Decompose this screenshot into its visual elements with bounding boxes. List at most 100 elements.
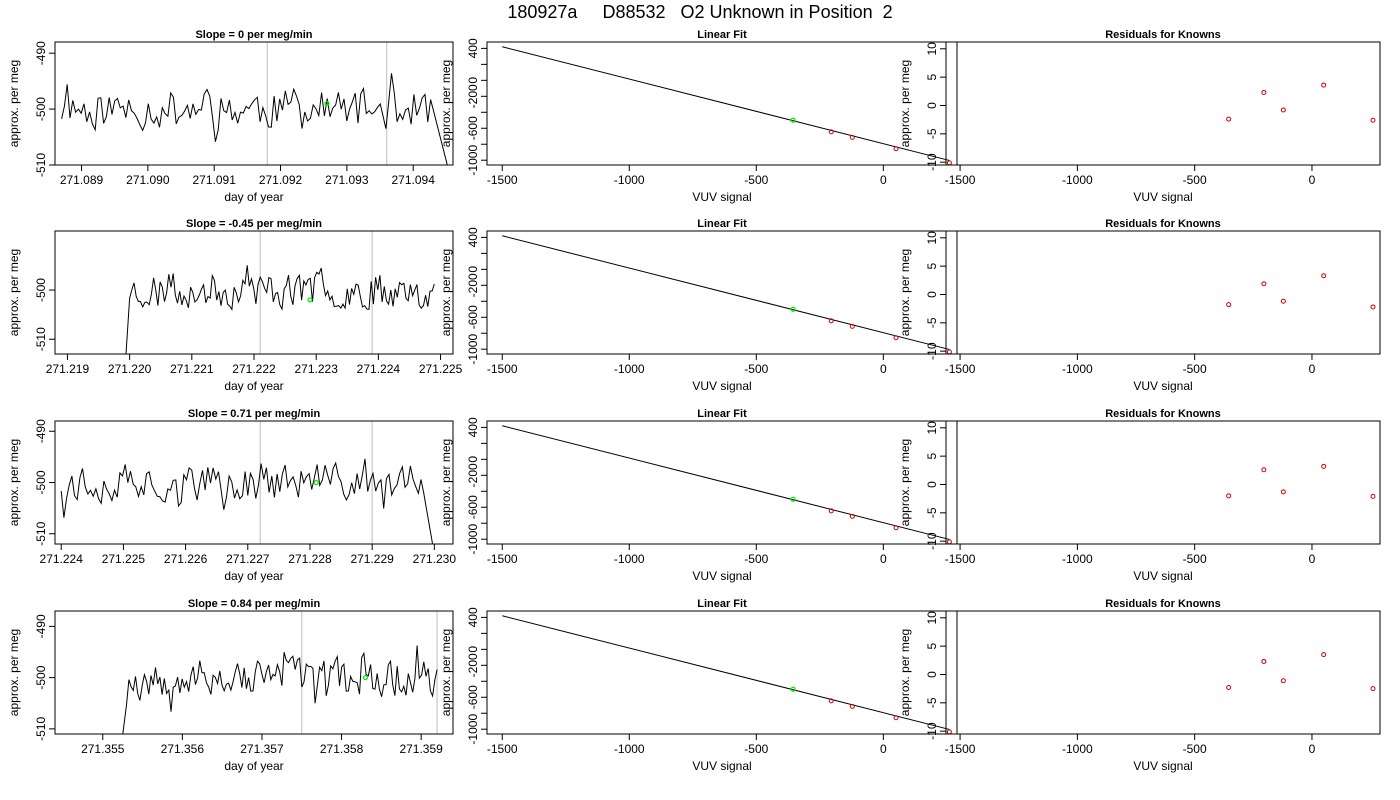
residual-point [1280, 107, 1286, 113]
x-tick-label: 271.092 [259, 173, 303, 187]
x-tick-label: -500 [1183, 552, 1207, 566]
fit-line [502, 235, 950, 350]
residual-point [1261, 467, 1267, 473]
x-tick-label: 271.227 [226, 552, 270, 566]
y-tick-label: -600 [466, 305, 480, 329]
x-tick-label: 271.222 [232, 362, 276, 376]
x-tick-label: -500 [1183, 362, 1207, 376]
x-tick-label: -1500 [487, 173, 518, 187]
unknown-marker [307, 297, 313, 303]
residual-point [1321, 82, 1327, 88]
known-point [828, 318, 834, 324]
residual-point [1370, 117, 1376, 123]
x-axis-label: VUV signal [1133, 569, 1192, 583]
y-axis-label: approx. per meg [898, 629, 912, 716]
y-axis-label: approx. per meg [439, 629, 453, 716]
y-tick-label: 5 [925, 452, 939, 459]
y-tick-label: -200 [466, 273, 480, 297]
unknown-marker [313, 479, 319, 486]
x-tick-label: -1000 [614, 173, 645, 187]
x-tick-label: 271.093 [325, 173, 369, 187]
y-tick-label: 5 [925, 642, 939, 649]
residual-point [1370, 304, 1376, 310]
x-tick-label: -500 [1183, 742, 1207, 756]
x-tick-label: -1000 [614, 742, 645, 756]
residual-point [1280, 298, 1286, 304]
x-tick-label: -500 [744, 552, 768, 566]
x-tick-label: 271.219 [46, 362, 90, 376]
panel-title: Residuals for Knowns [1105, 218, 1221, 230]
x-tick-label: 271.224 [357, 362, 401, 376]
y-tick-label: 0 [466, 456, 480, 463]
x-tick-label: 0 [1309, 362, 1316, 376]
x-tick-label: 0 [880, 362, 887, 376]
y-tick-label: -1000 [466, 145, 480, 176]
panel-title: Slope = 0.71 per meg/min [188, 408, 321, 420]
y-tick-label: 400 [466, 607, 480, 627]
unknown-point [790, 496, 796, 502]
x-tick-label: 271.355 [81, 742, 125, 756]
panel-3-3: Residuals for Knowns -1500 -1000 -500 0 -10 -5… [898, 408, 1381, 583]
y-tick-label: 0 [466, 77, 480, 84]
known-point [893, 335, 899, 341]
panel-title: Slope = 0 per meg/min [195, 29, 312, 41]
x-tick-label: -500 [744, 362, 768, 376]
residual-point [1226, 302, 1232, 308]
y-tick-label: -510 [34, 327, 48, 351]
x-tick-label: 0 [880, 742, 887, 756]
y-tick-label: 400 [466, 227, 480, 247]
x-axis-label: VUV signal [1133, 759, 1192, 773]
known-point [946, 539, 952, 545]
panel-1-1: Slope = 0 per meg/min 271.089 271.090 271.0… [7, 29, 454, 204]
y-tick-label: 10 [925, 421, 939, 435]
x-axis-label: VUV signal [692, 759, 751, 773]
y-tick-label: -500 [34, 278, 48, 302]
x-tick-label: -500 [744, 173, 768, 187]
residual-point [1261, 281, 1267, 287]
plot-frame [945, 230, 1381, 355]
x-tick-label: 271.224 [40, 552, 84, 566]
y-tick-label: -200 [466, 463, 480, 487]
plot-frame [945, 41, 1381, 166]
residual-point [1321, 463, 1327, 469]
known-point [849, 513, 855, 519]
y-tick-label: -5 [925, 697, 939, 708]
y-tick-label: 0 [925, 481, 939, 488]
known-point [893, 146, 899, 152]
x-tick-label: -1500 [945, 173, 976, 187]
y-axis-label: approx. per meg [7, 629, 21, 716]
x-tick-label: -1000 [1062, 173, 1093, 187]
unknown-point [790, 117, 796, 123]
x-tick-label: -1000 [1062, 552, 1093, 566]
y-tick-label: 0 [925, 102, 939, 109]
x-tick-label: 0 [1309, 742, 1316, 756]
residual-point [1370, 686, 1376, 692]
x-tick-label: 271.090 [126, 173, 170, 187]
x-tick-label: 271.089 [60, 173, 104, 187]
x-tick-label: 0 [880, 173, 887, 187]
x-tick-label: 271.356 [161, 742, 205, 756]
y-tick-label: -200 [466, 653, 480, 677]
plot-frame [486, 420, 958, 545]
residual-point [1261, 658, 1267, 664]
x-tick-label: -1000 [1062, 742, 1093, 756]
panel-title: Residuals for Knowns [1105, 408, 1221, 420]
panel-title: Linear Fit [697, 218, 747, 230]
x-tick-label: -1500 [945, 552, 976, 566]
y-tick-label: -5 [925, 507, 939, 518]
y-axis-label: approx. per meg [7, 249, 21, 336]
known-point [828, 508, 834, 514]
y-tick-label: -510 [34, 153, 48, 177]
x-axis-label: day of year [224, 759, 283, 773]
plot-frame [486, 610, 958, 735]
x-axis-label: VUV signal [692, 190, 751, 204]
fit-line [502, 615, 950, 730]
unknown-marker [362, 675, 369, 681]
y-axis-label: approx. per meg [898, 249, 912, 336]
residual-point [1280, 489, 1286, 495]
y-tick-label: -5 [925, 128, 939, 139]
x-tick-label: 271.091 [193, 173, 237, 187]
y-tick-label: -10 [925, 342, 939, 360]
residual-point [1321, 273, 1327, 279]
fit-line [502, 46, 950, 161]
